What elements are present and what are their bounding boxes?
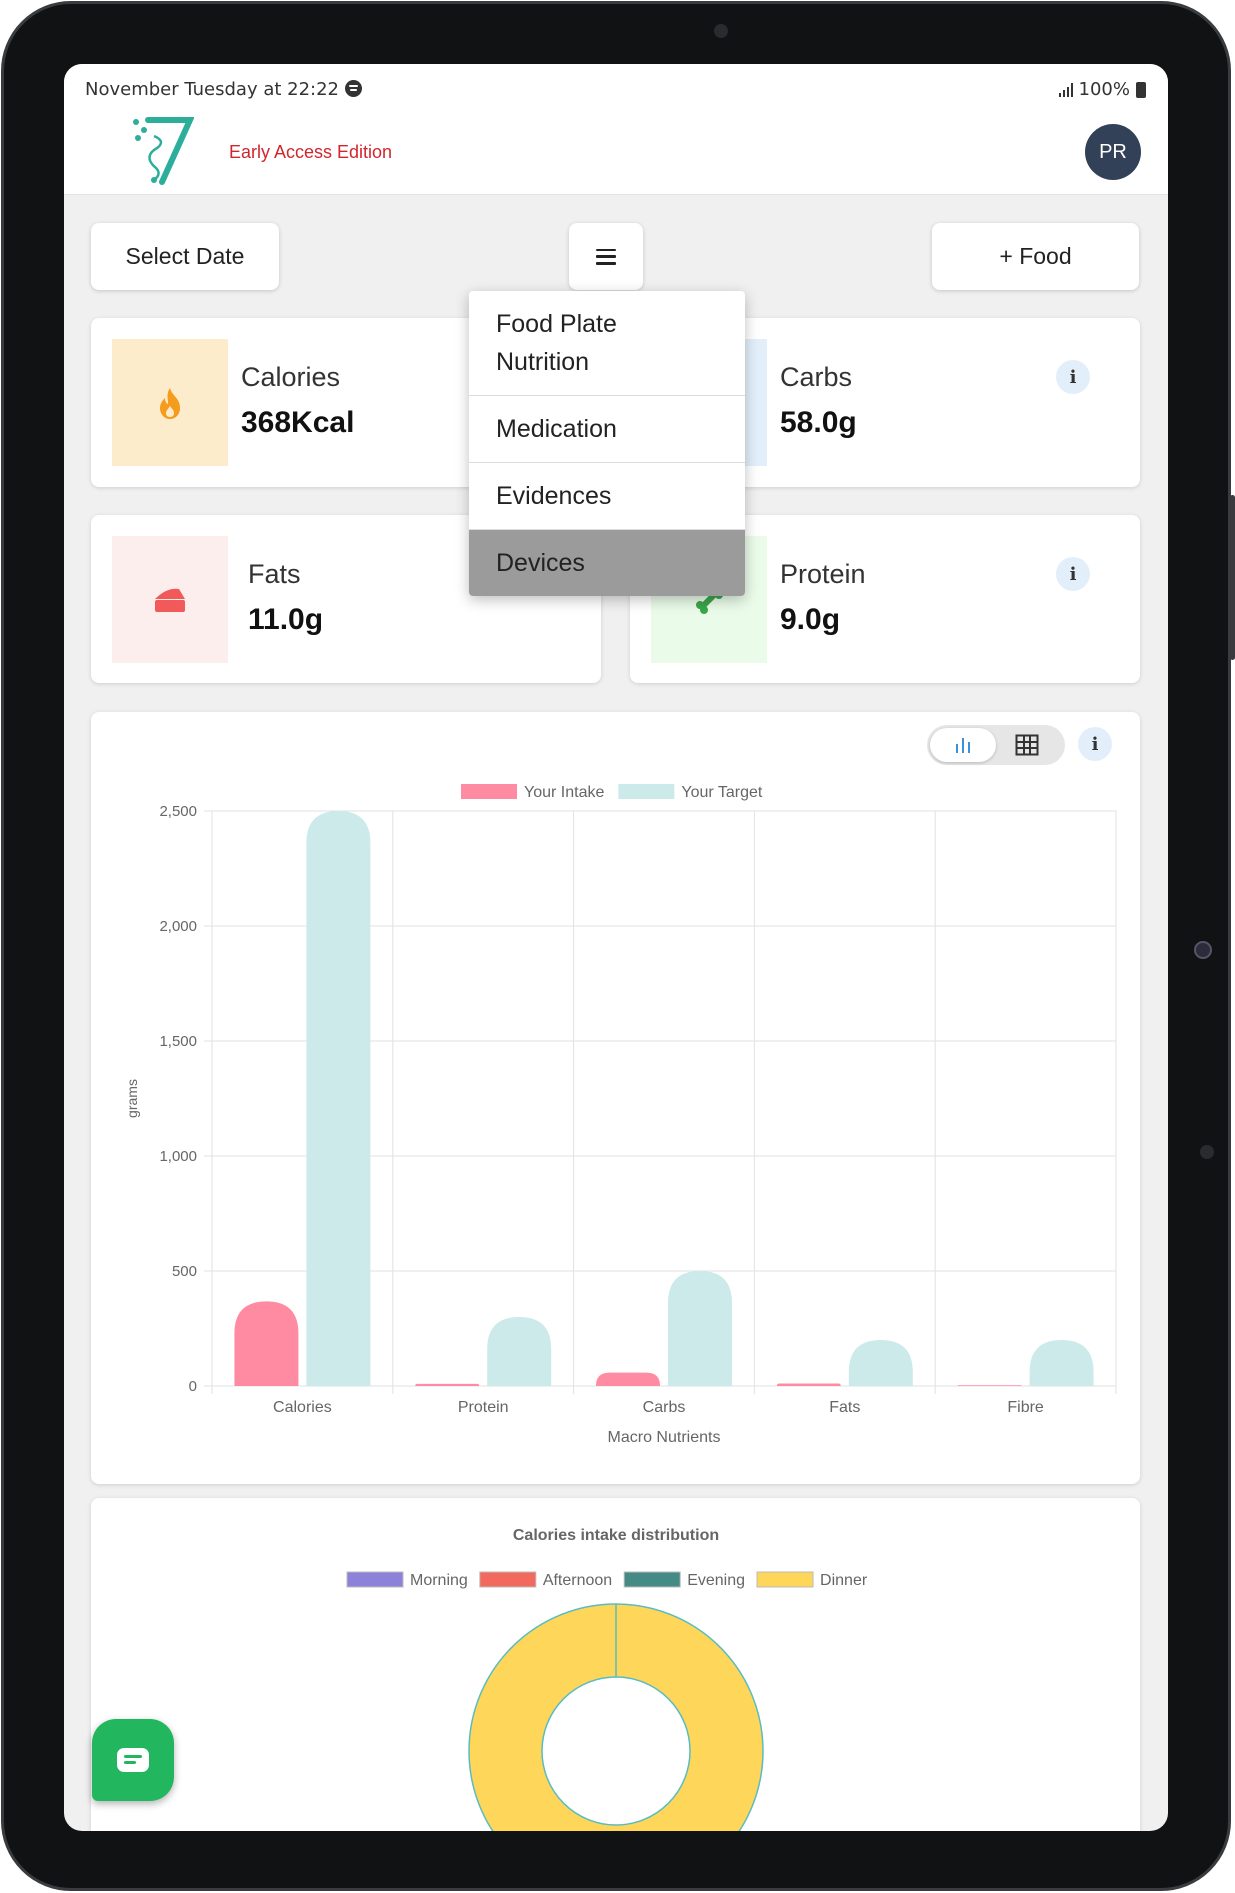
- spotify-icon: [345, 80, 362, 97]
- hamburger-icon: [596, 248, 616, 265]
- app-header: Early Access Edition PR: [64, 112, 1168, 195]
- status-time: November Tuesday at 22:22: [85, 79, 339, 100]
- pie-legend-label: Dinner: [820, 1572, 868, 1589]
- battery-percent: 100%: [1078, 79, 1130, 100]
- x-tick-label: Calories: [273, 1399, 332, 1416]
- calories-title: Calories: [241, 362, 341, 392]
- x-tick-label: Fats: [829, 1399, 860, 1416]
- x-tick-label: Carbs: [643, 1399, 686, 1416]
- pie-legend-swatch: [479, 1571, 537, 1588]
- pie-legend-swatch: [756, 1571, 814, 1588]
- bar-your-target: [487, 1317, 552, 1386]
- side-button: [1230, 495, 1235, 660]
- calories-distribution-card: Calories intake distribution Morning After…: [91, 1498, 1140, 1831]
- pie-hole: [541, 1676, 691, 1826]
- protein-info-icon[interactable]: i: [1056, 557, 1090, 591]
- y-tick-label: 2,500: [159, 803, 197, 820]
- add-food-button[interactable]: + Food: [932, 223, 1139, 290]
- bar-your-intake: [776, 1383, 841, 1386]
- pie-legend-label: Morning: [410, 1572, 468, 1589]
- fats-value: 11.0g: [248, 603, 324, 636]
- pie-legend-label: Afternoon: [543, 1572, 612, 1589]
- front-camera: [714, 24, 728, 38]
- x-axis-label: Macro Nutrients: [608, 1429, 721, 1446]
- pie-legend-label: Evening: [687, 1572, 745, 1589]
- bar-your-intake: [415, 1383, 480, 1386]
- y-tick-label: 1,500: [159, 1033, 197, 1050]
- y-axis-label: grams: [124, 1079, 140, 1118]
- pie-legend-swatch: [346, 1571, 404, 1588]
- bar-your-target: [848, 1340, 913, 1386]
- bar-your-target: [1029, 1340, 1094, 1386]
- bar-your-intake: [596, 1372, 660, 1386]
- menu-item-medication[interactable]: Medication: [469, 396, 745, 463]
- edition-label: Early Access Edition: [229, 142, 393, 162]
- legend-swatch: [618, 784, 675, 799]
- view-toggle[interactable]: [927, 725, 1065, 765]
- signal-icon: [1058, 82, 1073, 97]
- menu-item-label: Nutrition: [496, 348, 590, 376]
- chart-view-option[interactable]: [930, 728, 996, 762]
- bar-your-intake: [234, 1301, 299, 1386]
- chart-info-icon[interactable]: i: [1078, 727, 1112, 761]
- menu-item-devices[interactable]: Devices: [469, 530, 745, 596]
- legend-label: Your Target: [681, 784, 763, 801]
- app-logo-icon: [133, 117, 194, 185]
- y-tick-label: 2,000: [159, 918, 197, 935]
- menu-item-label: Food Plate: [496, 310, 617, 338]
- menu-button[interactable]: [569, 223, 643, 290]
- avatar[interactable]: PR: [1085, 124, 1141, 180]
- select-date-button[interactable]: Select Date: [91, 223, 279, 290]
- chat-button[interactable]: [92, 1719, 174, 1801]
- protein-value: 9.0g: [780, 603, 841, 636]
- menu-item-evidences[interactable]: Evidences: [469, 463, 745, 530]
- macro-bar-chart: 0 500 1,000 1,500 2,000 2,500 Calories Protein C…: [124, 784, 1117, 1446]
- x-tick-label: Fibre: [1007, 1399, 1044, 1416]
- bar-your-intake: [957, 1385, 1022, 1386]
- flame-icon: [160, 387, 180, 419]
- menu-item-food-plate-nutrition[interactable]: Food Plate Nutrition: [469, 291, 745, 396]
- nav-dropdown-menu: Food Plate Nutrition Medication Evidences…: [469, 291, 745, 596]
- cheese-icon: [155, 588, 185, 612]
- y-tick-label: 0: [189, 1378, 197, 1395]
- y-tick-label: 500: [172, 1263, 197, 1280]
- carbs-title: Carbs: [780, 362, 853, 392]
- calories-pie-chart: Calories intake distribution Morning After…: [346, 1527, 868, 1831]
- x-tick-label: Protein: [458, 1399, 509, 1416]
- status-bar: November Tuesday at 22:22 100%: [64, 64, 1168, 112]
- side-dot: [1200, 1145, 1214, 1159]
- macro-chart-card: 0 500 1,000 1,500 2,000 2,500 Calories Protein C…: [91, 712, 1140, 1484]
- table-view-icon[interactable]: [1015, 734, 1039, 756]
- calories-swatch: [112, 339, 228, 466]
- protein-title: Protein: [780, 559, 866, 589]
- bar-your-target: [668, 1271, 732, 1386]
- pie-title: Calories intake distribution: [513, 1527, 719, 1544]
- legend-label: Your Intake: [524, 784, 604, 801]
- side-sensor: [1194, 941, 1212, 959]
- chat-icon: [117, 1748, 149, 1772]
- fats-swatch: [112, 536, 228, 663]
- carbs-info-icon[interactable]: i: [1056, 360, 1090, 394]
- legend-swatch: [461, 784, 517, 799]
- carbs-value: 58.0g: [780, 406, 857, 439]
- battery-icon: [1136, 81, 1146, 98]
- fats-title: Fats: [248, 559, 301, 589]
- calories-value: 368Kcal: [241, 406, 355, 439]
- bar-chart-icon: [956, 738, 970, 753]
- fats-card: Fats 11.0g: [91, 515, 601, 683]
- screen: November Tuesday at 22:22 100% Early Acc…: [64, 64, 1168, 1831]
- pie-legend-swatch: [623, 1571, 681, 1588]
- bar-your-target: [306, 811, 371, 1386]
- y-tick-label: 1,000: [159, 1148, 197, 1165]
